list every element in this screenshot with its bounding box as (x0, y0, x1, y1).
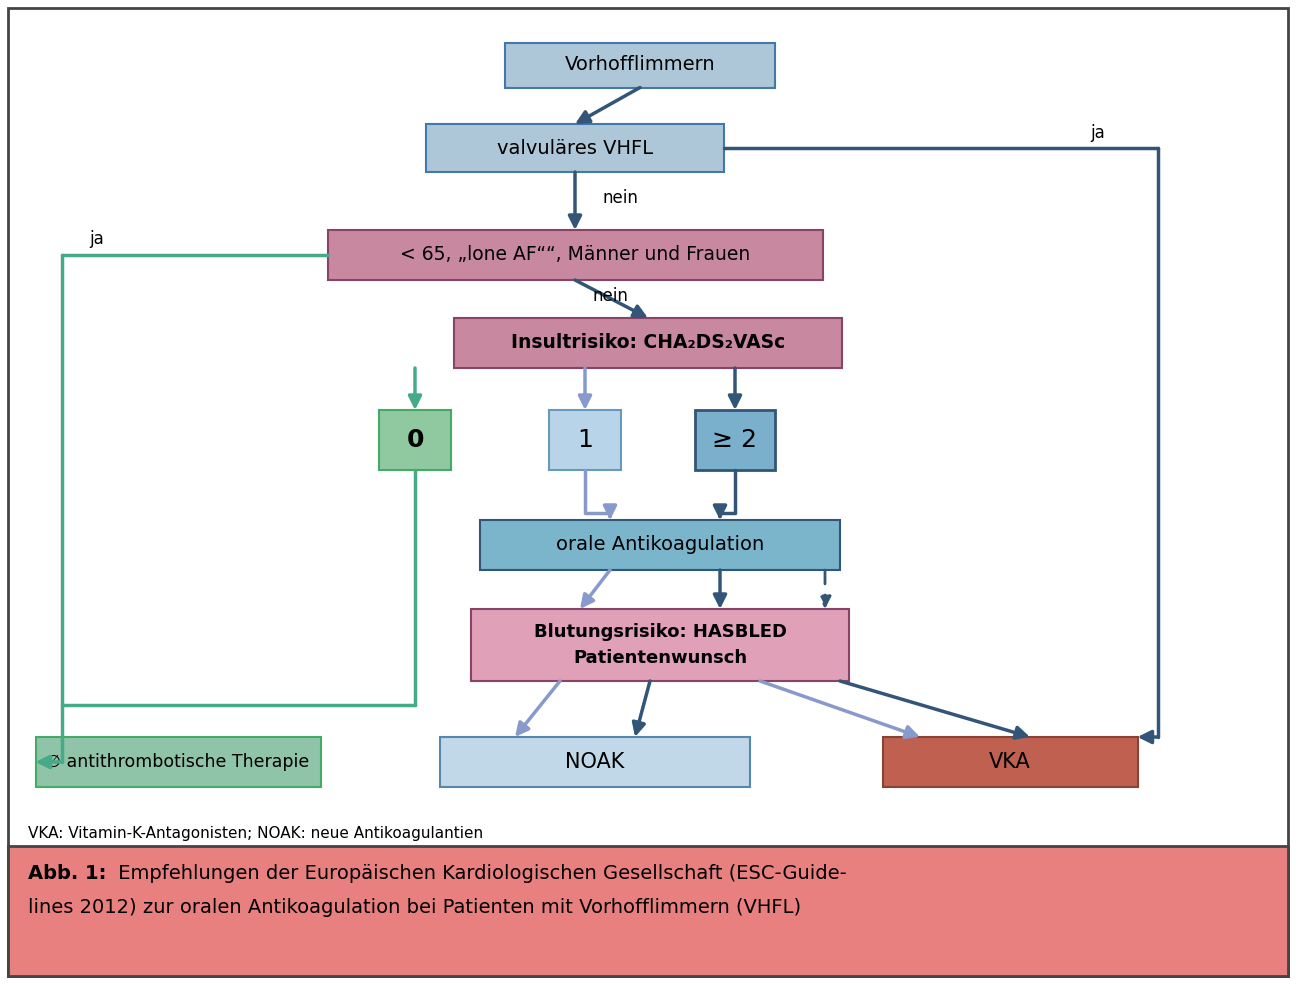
Text: orale Antikoagulation: orale Antikoagulation (556, 535, 765, 555)
Text: NOAK: NOAK (565, 752, 625, 772)
FancyBboxPatch shape (550, 410, 621, 470)
Text: Patientenwunsch: Patientenwunsch (573, 649, 746, 667)
Text: Blutungsrisiko: HASBLED: Blutungsrisiko: HASBLED (534, 623, 787, 641)
FancyBboxPatch shape (470, 609, 849, 681)
Text: VKA: VKA (989, 752, 1030, 772)
FancyBboxPatch shape (441, 737, 750, 787)
FancyBboxPatch shape (426, 124, 724, 172)
Text: nein: nein (594, 287, 629, 305)
Text: Insultrisiko: CHA₂DS₂VASc: Insultrisiko: CHA₂DS₂VASc (511, 334, 785, 352)
FancyBboxPatch shape (8, 8, 1288, 976)
Text: 0: 0 (406, 428, 424, 452)
FancyBboxPatch shape (695, 410, 775, 470)
Text: ∅ antithrombotische Therapie: ∅ antithrombotische Therapie (47, 753, 310, 771)
FancyBboxPatch shape (454, 318, 842, 368)
Text: lines 2012) zur oralen Antikoagulation bei Patienten mit Vorhofflimmern (VHFL): lines 2012) zur oralen Antikoagulation b… (29, 898, 801, 917)
Text: ja: ja (1091, 124, 1105, 142)
Text: Empfehlungen der Europäischen Kardiologischen Gesellschaft (ESC-Guide-: Empfehlungen der Europäischen Kardiologi… (111, 864, 846, 883)
Text: < 65, „lone AF““, Männer und Frauen: < 65, „lone AF““, Männer und Frauen (400, 245, 750, 265)
FancyBboxPatch shape (8, 846, 1288, 976)
Text: 1: 1 (577, 428, 594, 452)
FancyBboxPatch shape (35, 737, 320, 787)
FancyBboxPatch shape (328, 230, 823, 280)
Text: VKA: Vitamin-K-Antagonisten; NOAK: neue Antikoagulantien: VKA: Vitamin-K-Antagonisten; NOAK: neue … (29, 826, 483, 841)
Text: ja: ja (89, 230, 105, 248)
Text: Abb. 1:: Abb. 1: (29, 864, 106, 883)
FancyBboxPatch shape (883, 737, 1138, 787)
Text: nein: nein (603, 189, 639, 207)
Text: ≥ 2: ≥ 2 (713, 428, 757, 452)
FancyBboxPatch shape (480, 520, 840, 570)
FancyBboxPatch shape (378, 410, 451, 470)
FancyBboxPatch shape (505, 42, 775, 88)
Text: Vorhofflimmern: Vorhofflimmern (565, 55, 715, 75)
Text: valvuläres VHFL: valvuläres VHFL (496, 139, 653, 157)
